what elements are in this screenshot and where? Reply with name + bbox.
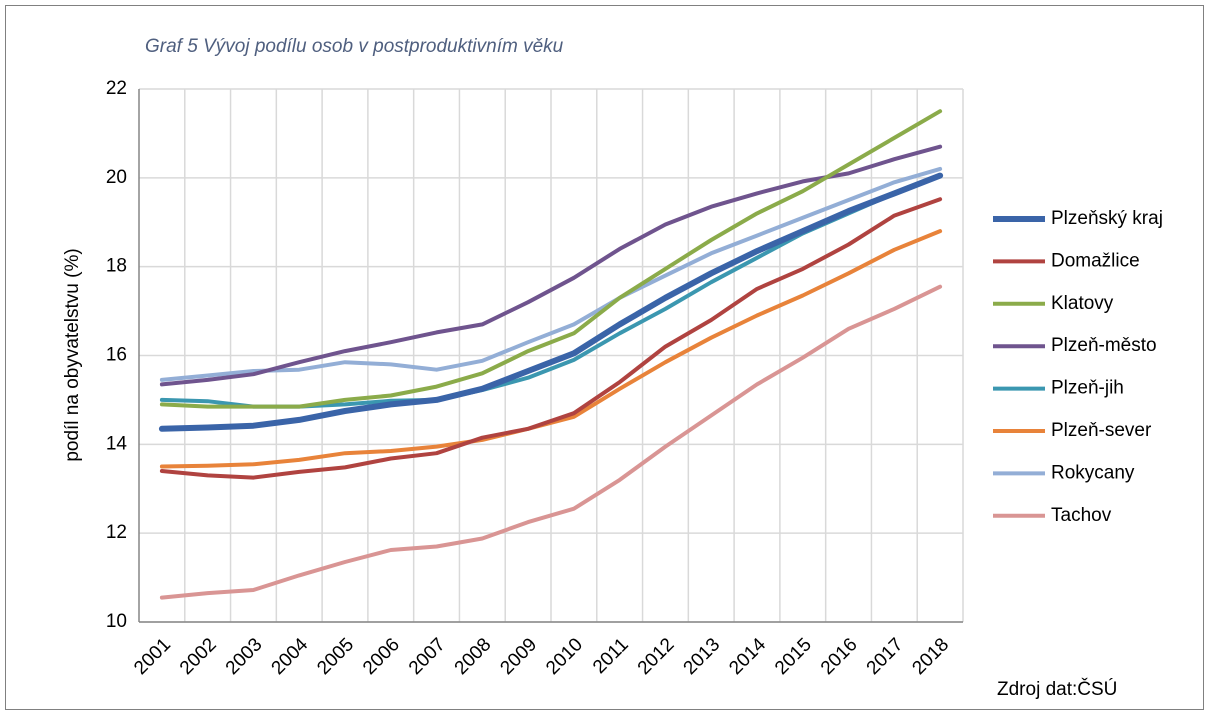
legend-label: Tachov [1051,505,1112,526]
x-tick-label: 2017 [863,634,908,679]
x-tick-label: 2011 [589,634,633,678]
y-tick-label: 18 [106,256,127,277]
x-tick-label: 2007 [405,634,450,679]
x-tick-label: 2008 [451,634,496,679]
y-tick-label: 20 [106,167,127,188]
x-tick-label: 2012 [634,634,679,679]
series-line [159,109,943,409]
series-line [159,197,943,480]
x-tick-label: 2016 [817,634,862,679]
x-tick-label: 2003 [222,634,267,679]
y-tick-label: 16 [106,345,127,366]
y-tick-label: 12 [106,522,127,543]
y-tick-label: 14 [106,433,128,454]
legend-label: Plzeň-jih [1051,378,1124,399]
x-tick-label: 2001 [130,634,175,679]
series-line [159,166,943,382]
x-tick-label: 2004 [268,634,313,679]
x-tick-label: 2009 [496,634,541,679]
legend-label: Plzeň-město [1051,335,1157,356]
x-tick-label: 2010 [542,634,587,679]
x-tick-label: 2014 [725,634,770,679]
x-tick-label: 2015 [771,634,816,679]
legend-label: Plzeňský kraj [1051,208,1163,229]
x-tick-label: 2006 [359,634,404,679]
series-line [158,172,944,432]
chart-title: Graf 5 Vývoj podílu osob v postproduktiv… [145,36,564,57]
x-tick-label: 2018 [908,634,953,679]
legend-label: Domažlice [1051,250,1140,271]
legend-label: Rokycany [1051,462,1135,483]
x-tick-label: 2013 [680,634,725,679]
legend-label: Klatovy [1051,293,1114,314]
series-line [159,144,943,387]
x-tick-label: 2005 [313,634,358,679]
frame [5,5,1204,710]
x-tick-label: 2002 [176,634,221,679]
y-axis-label: podíl na obyvatelstvu (%) [62,248,83,461]
legend-label: Plzeň-sever [1051,420,1152,441]
y-tick-label: 22 [106,78,127,99]
y-tick-label: 10 [106,611,127,632]
source: Zdroj dat:ČSÚ [997,678,1117,700]
series-line [159,284,943,600]
